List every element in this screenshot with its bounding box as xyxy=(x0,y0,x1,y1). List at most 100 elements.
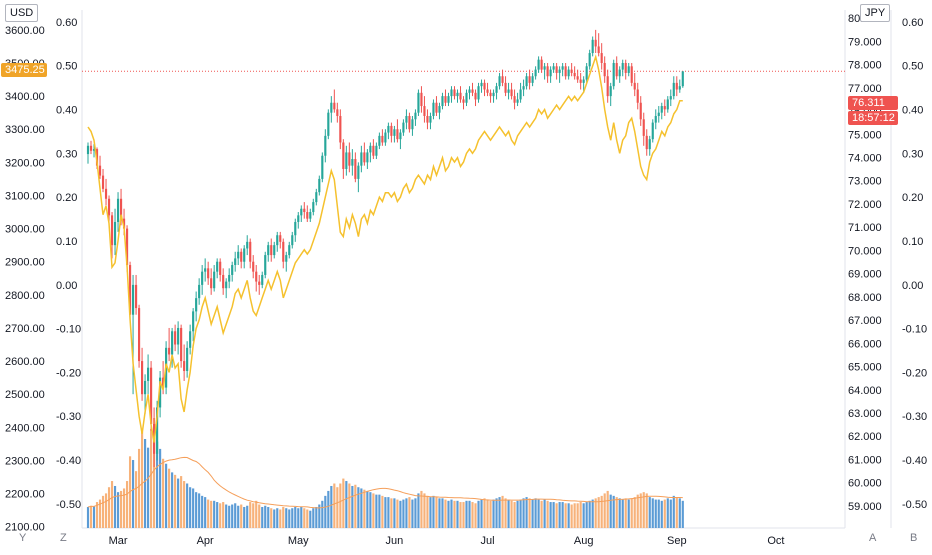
volume-bar xyxy=(378,494,381,528)
volume-bar xyxy=(447,500,450,528)
volume-bar xyxy=(261,506,264,528)
candle-body xyxy=(204,268,207,272)
volume-bar xyxy=(537,499,540,528)
auto-scale-toggle[interactable]: A xyxy=(869,532,877,544)
candle-body xyxy=(345,152,348,169)
volume-bar xyxy=(381,495,384,528)
volume-bar xyxy=(234,503,237,528)
x-tick-label: Sep xyxy=(667,535,687,547)
pct-tick-label-left: -0.30 xyxy=(56,411,81,423)
volume-bar xyxy=(417,493,420,528)
right-unit-label[interactable]: JPY xyxy=(860,4,891,22)
candle-body xyxy=(516,99,519,103)
volume-bar xyxy=(471,502,474,528)
volume-bar xyxy=(125,481,129,528)
candle-body xyxy=(384,132,387,143)
candle-body xyxy=(351,159,354,166)
pct-tick-label-left: 0.30 xyxy=(56,148,77,160)
volume-bar xyxy=(113,485,117,528)
candle-body xyxy=(678,86,681,90)
candle-body xyxy=(86,145,90,155)
candle-body xyxy=(207,268,210,279)
volume-bar xyxy=(507,499,510,528)
candle-body xyxy=(609,86,612,97)
candle-body xyxy=(113,221,117,246)
volume-bar xyxy=(585,502,588,528)
right-tick-label: 61.000 xyxy=(848,454,882,466)
volume-bar xyxy=(363,489,366,528)
candle-body xyxy=(378,135,381,146)
candle-body xyxy=(591,39,594,54)
candle-body xyxy=(465,92,468,103)
candle-body xyxy=(450,89,453,97)
volume-bar xyxy=(594,498,597,528)
candle-body xyxy=(576,76,579,80)
candle-body xyxy=(387,125,390,133)
candle-body xyxy=(525,76,528,87)
volume-bar xyxy=(303,508,306,528)
volume-bar xyxy=(432,495,435,528)
volume-bar xyxy=(270,508,273,528)
candle-body xyxy=(507,89,510,93)
volume-bar xyxy=(438,498,441,528)
candle-body xyxy=(615,62,618,77)
volume-bar xyxy=(134,471,138,528)
candles-layer[interactable] xyxy=(86,29,684,468)
volume-bar xyxy=(222,502,225,528)
volume-bar xyxy=(312,508,315,528)
volume-bar xyxy=(459,502,462,528)
candle-body xyxy=(681,71,684,87)
candle-body xyxy=(573,72,576,77)
volume-bar xyxy=(375,494,378,528)
right-scale-toggle[interactable]: B xyxy=(910,532,918,544)
volume-bar xyxy=(600,495,603,528)
candle-body xyxy=(147,367,150,381)
candle-body xyxy=(201,271,204,285)
right-tick-label: 78.000 xyxy=(848,60,882,72)
volume-bar xyxy=(465,500,468,528)
volume-bar xyxy=(567,503,570,528)
volume-bar xyxy=(579,502,582,528)
volume-bar xyxy=(165,463,168,528)
volume-bar xyxy=(621,499,624,528)
volume-bar xyxy=(201,495,204,528)
left-unit-label[interactable]: USD xyxy=(5,4,39,22)
candle-body xyxy=(663,106,666,110)
candle-body xyxy=(585,66,588,80)
candle-body xyxy=(555,66,558,73)
right-tick-label: 77.000 xyxy=(848,83,882,95)
volume-bar xyxy=(255,500,258,528)
volume-bar xyxy=(309,510,312,528)
candle-body xyxy=(162,377,165,388)
candle-body xyxy=(447,96,450,103)
candle-body xyxy=(372,145,375,156)
volume-bar xyxy=(540,500,543,528)
volume-bar xyxy=(501,495,504,528)
volume-bar xyxy=(411,499,414,528)
candle-body xyxy=(390,125,393,136)
candle-body xyxy=(125,228,129,266)
candle-body xyxy=(140,361,144,395)
volume-bar xyxy=(285,508,288,528)
right-tick-label: 59.000 xyxy=(848,501,882,513)
candle-body xyxy=(276,235,279,246)
volume-bar xyxy=(678,498,681,528)
right-tick-label: 62.000 xyxy=(848,431,882,443)
left-tick-label: 3400.00 xyxy=(5,91,45,103)
pct-tick-label-right: 0.50 xyxy=(902,61,923,73)
candle-body xyxy=(528,76,531,83)
candle-body xyxy=(522,86,525,90)
zoom-toggle[interactable]: Z xyxy=(60,532,67,544)
pct-tick-label-right: 0.00 xyxy=(902,280,923,292)
volume-bar xyxy=(86,506,90,528)
candle-body xyxy=(582,79,585,83)
candle-body xyxy=(456,92,459,97)
candle-body xyxy=(675,82,678,90)
candle-body xyxy=(315,192,318,203)
volume-bar xyxy=(171,472,174,528)
left-scale-toggle[interactable]: Y xyxy=(19,532,27,544)
volume-bar xyxy=(468,500,471,528)
candle-body xyxy=(471,89,474,93)
